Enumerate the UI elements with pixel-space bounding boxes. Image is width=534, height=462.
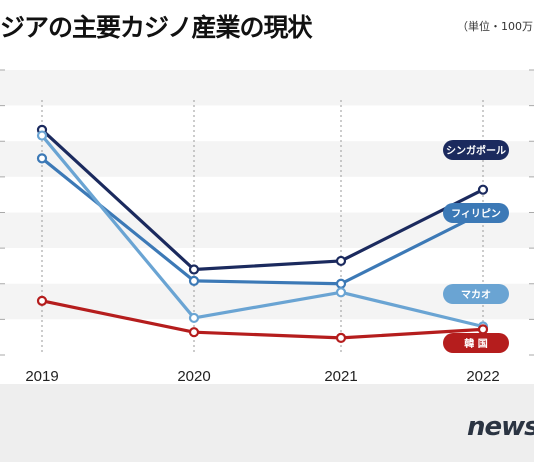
data-point <box>477 324 489 335</box>
series-label-pill <box>443 203 509 223</box>
x-tick-label: 2022 <box>466 368 499 385</box>
series-line <box>40 134 484 329</box>
data-point <box>335 287 347 298</box>
x-tick-label: 2021 <box>324 368 357 385</box>
data-point <box>36 153 48 164</box>
data-point <box>188 312 200 324</box>
data-point <box>188 327 200 338</box>
chart-title: ジアの主要カジノ産業の現状 <box>0 13 313 42</box>
series-label-pill <box>443 140 509 160</box>
series-label: フィリピン <box>451 208 501 220</box>
series-label: シンガポール <box>446 144 506 157</box>
data-point <box>188 275 200 286</box>
series-label-pill <box>443 333 509 353</box>
data-point <box>335 332 347 343</box>
data-point <box>335 278 347 289</box>
data-point <box>36 295 48 306</box>
data-point <box>335 255 347 267</box>
series-line <box>40 157 484 286</box>
series-label: マカオ <box>461 289 491 301</box>
x-tick-label: 2019 <box>25 368 58 385</box>
x-tick-label: 2020 <box>177 368 210 385</box>
footer-band <box>0 384 534 462</box>
plot-bands <box>0 70 534 462</box>
x-tick-labels: 2019 2020 2021 2022 <box>25 368 499 385</box>
news-watermark: news <box>467 412 534 442</box>
series-line <box>40 128 484 272</box>
data-point <box>477 184 489 195</box>
unit-note: （単位・100万 <box>457 20 533 33</box>
series-lines <box>40 128 484 340</box>
y-tick-labels <box>0 69 534 356</box>
data-point <box>36 130 48 141</box>
plot-band <box>0 105 534 142</box>
plot-band <box>0 70 534 106</box>
series-label-pill <box>443 284 509 304</box>
series-line <box>41 299 484 340</box>
series-label: 韓 国 <box>464 337 487 350</box>
data-point <box>188 264 200 275</box>
